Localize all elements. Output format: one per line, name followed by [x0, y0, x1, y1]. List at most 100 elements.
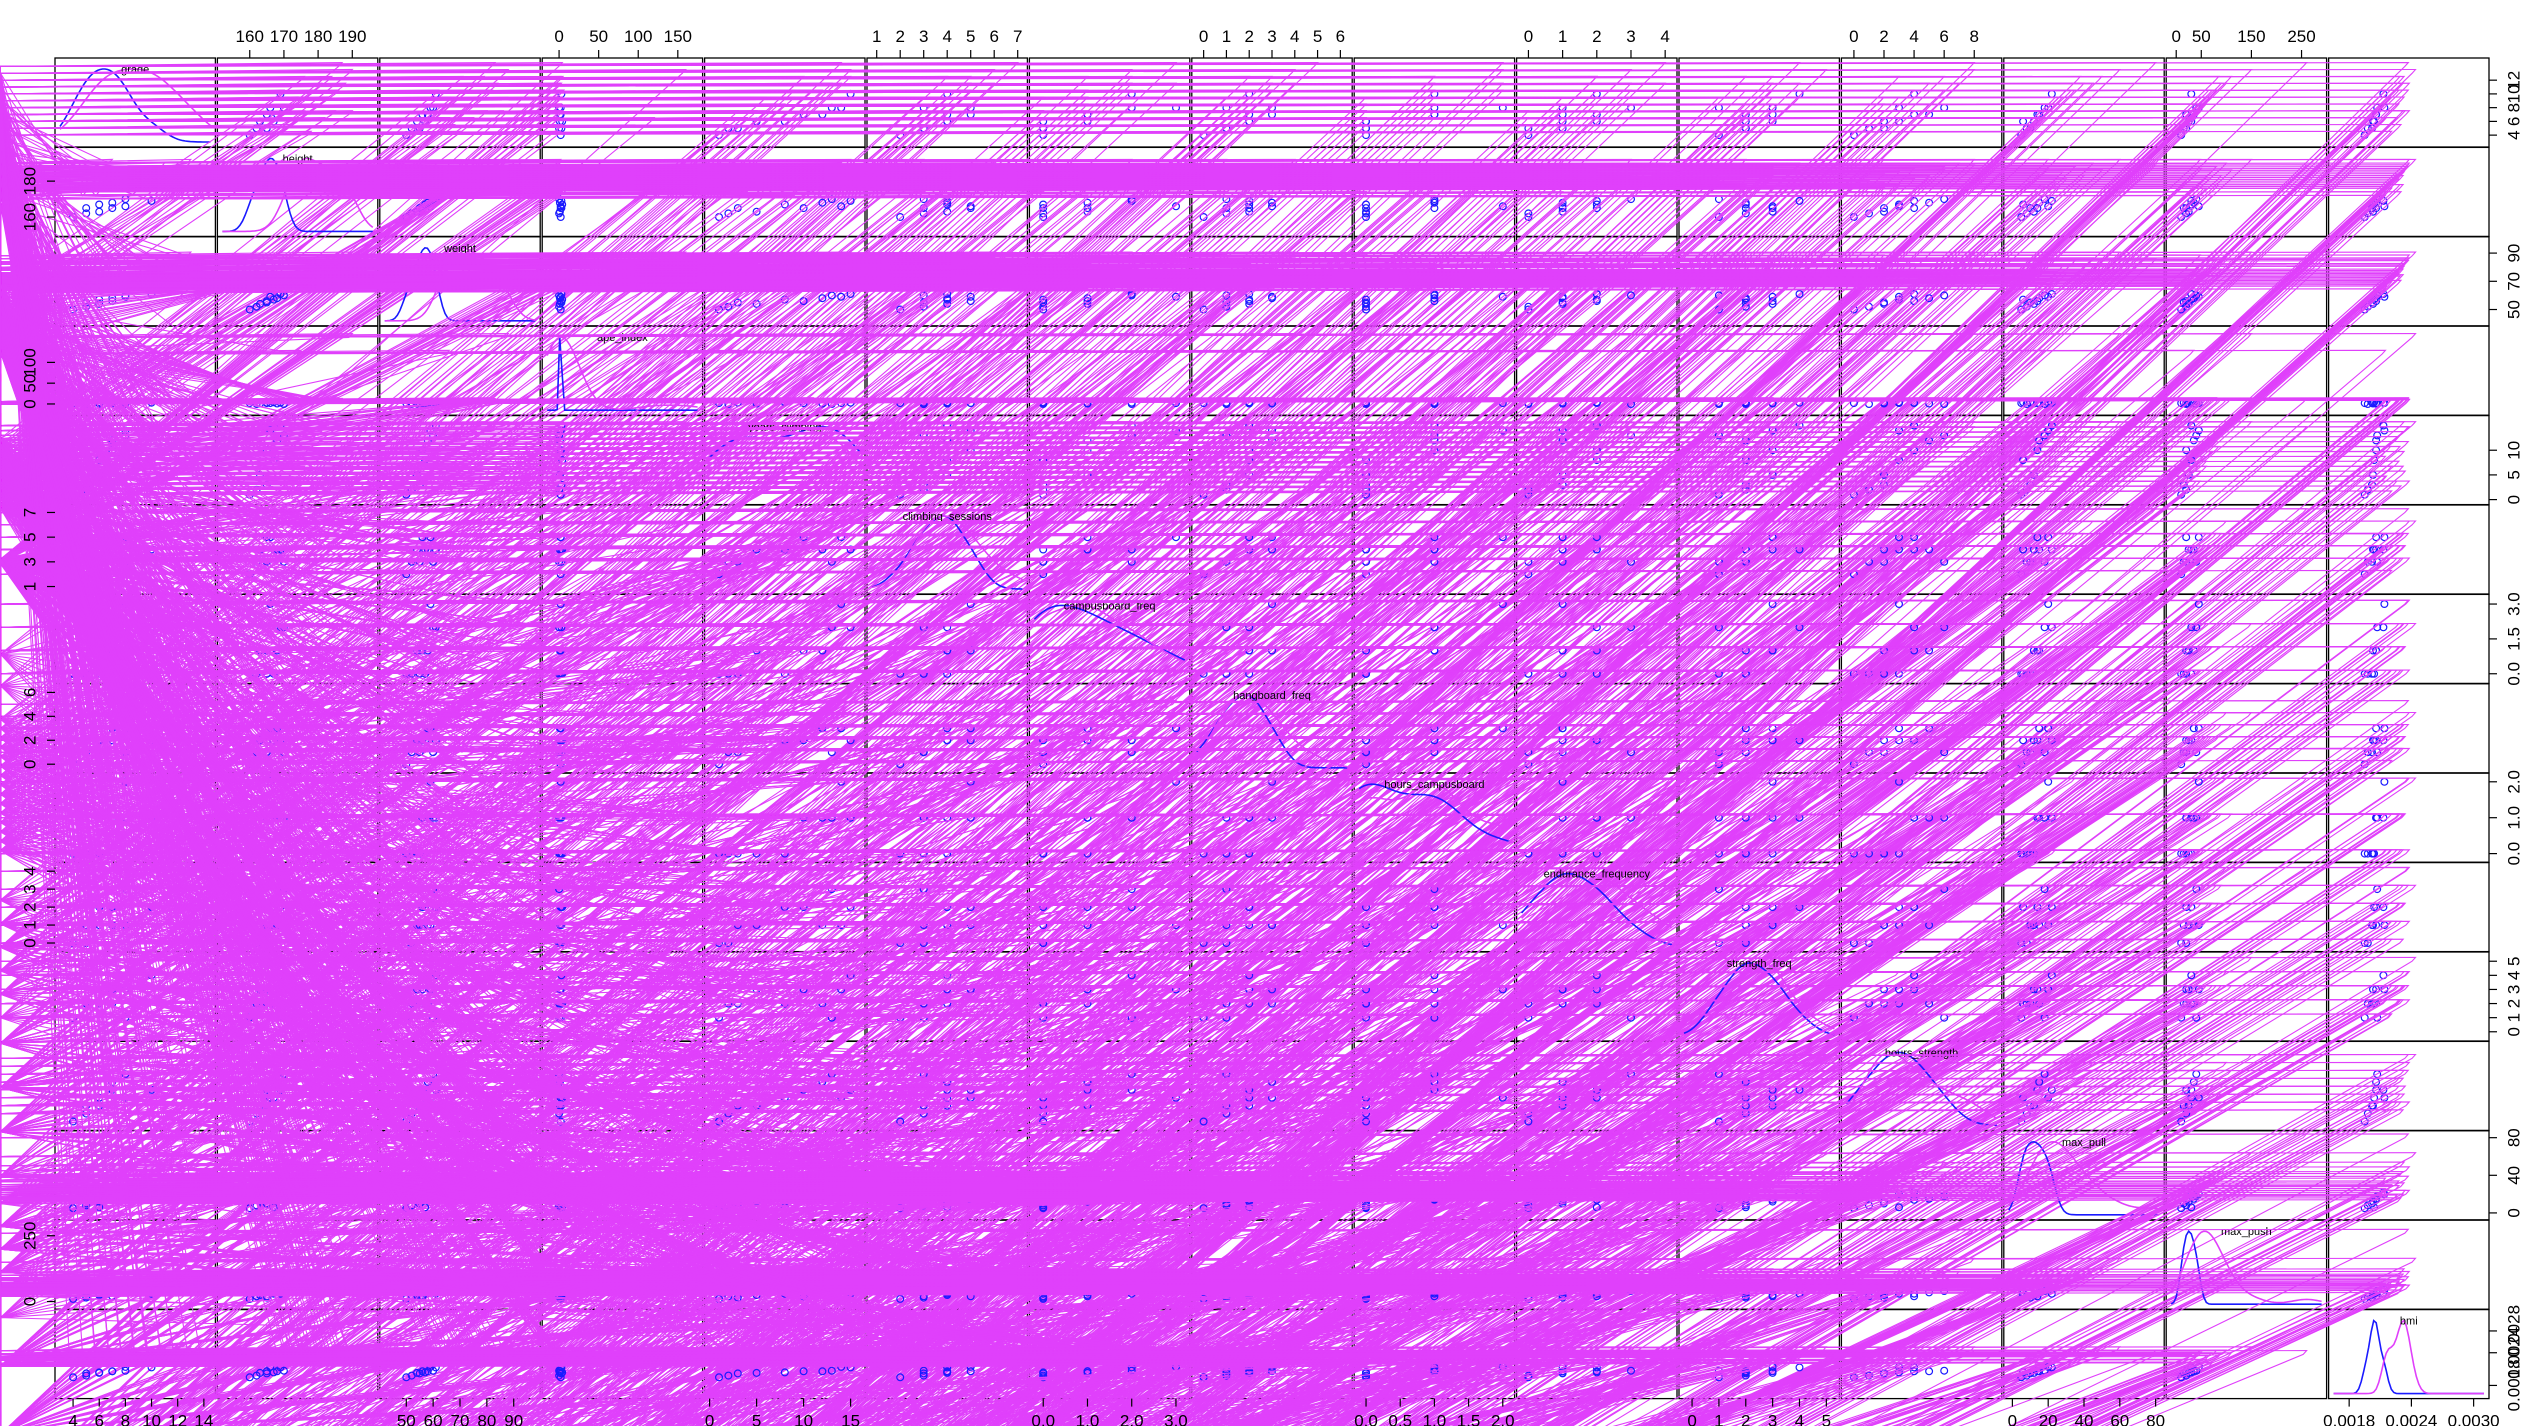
point-grade-bmi-30: [0, 110, 2411, 1426]
point-campusboard_freq-max_pull-7: [2040, 623, 2049, 632]
panel-climbing_sessions-vs-bmi: [2327, 504, 2490, 595]
point-height-max_pull-9: [2047, 196, 2056, 205]
point-grade-bmi-25: [0, 75, 2402, 1426]
point-campusboard_freq-bmi-8: [2380, 599, 2389, 608]
panel-hangboard_freq-vs-bmi: [2327, 683, 2490, 774]
point-height-grade-5: [108, 204, 117, 213]
point-weight-height-3: [256, 299, 265, 308]
point-height-hangboard_freq-8: [1267, 202, 1276, 211]
diag-label-hours_campusboard: hours_campusboard: [1384, 779, 1484, 791]
diag-label-weight: weight: [443, 243, 476, 255]
point-height-bmi-25: [0, 183, 2402, 1426]
point-height-hours_campusboard-8: [1498, 202, 1507, 211]
point-height-ape_index-0: [556, 213, 565, 222]
point-height-strength_freq-1: [1741, 209, 1750, 218]
point-weight-years_climbing-6: [818, 294, 827, 303]
point-grade-bmi-28: [0, 117, 2388, 1426]
point-height-years_climbing-5: [799, 204, 808, 213]
point-height-grade-2: [82, 204, 91, 213]
point-height-hours_campusboard-4: [1361, 200, 1370, 209]
diag-label-endurance_frequency: endurance_frequency: [1544, 869, 1651, 881]
point-weight-hours_campusboard-6: [1430, 294, 1439, 303]
point-grade-max_push-9: [2187, 89, 2196, 98]
point-weight-bmi-31: [0, 288, 2387, 1426]
point-height-bmi-28: [0, 191, 2388, 1426]
point-weight-hours_campusboard-4: [1361, 295, 1370, 304]
density-grade-group-0: [59, 68, 211, 143]
point-height-years_climbing-1: [724, 209, 733, 218]
point-height-campusboard_freq-0: [1039, 213, 1048, 222]
diag-label-height: height: [283, 153, 313, 165]
point-height-ape_index-8: [556, 202, 565, 211]
point-height-bmi-30: [0, 158, 2411, 1426]
point-height-grade-3: [95, 207, 104, 216]
point-height-hours_campusboard-9: [1430, 196, 1439, 205]
point-weight-height-8: [266, 292, 275, 301]
point-hours_campusboard-max_pull-8: [2044, 777, 2053, 786]
point-weight-years_climbing-8: [837, 292, 846, 301]
point-weight-bmi-25: [0, 275, 2402, 1426]
point-height-endurance_frequency-1: [1524, 209, 1533, 218]
point-weight-hours_campusboard-3: [1361, 299, 1370, 308]
point-height-bmi-27: [0, 164, 2410, 1426]
point-height-bmi-29: [0, 187, 2393, 1426]
point-height-campusboard_freq-2: [1039, 204, 1048, 213]
point-weight-bmi-22: [0, 268, 2405, 1426]
point-weight-bmi-26: [0, 251, 2417, 1426]
point-height-campusboard_freq-8: [1171, 202, 1180, 211]
point-grade-bmi-31: [0, 89, 2387, 1426]
point-weight-bmi-15: [0, 274, 2405, 1426]
density-ape_index-group-1: [546, 336, 698, 410]
point-weight-campusboard_freq-2: [1039, 298, 1048, 307]
point-weight-bmi-16: [0, 271, 2401, 1426]
point-height-hours_strength-7: [1940, 195, 1949, 204]
density-weight-group-1: [384, 246, 536, 322]
point-weight-bmi-29: [0, 281, 2393, 1426]
point-height-hours_campusboard-0: [1361, 213, 1370, 222]
point-height-ape_index-3: [555, 207, 564, 216]
point-grade-bmi-23: [0, 82, 2411, 1426]
point-weight-bmi-11: [0, 279, 2403, 1426]
point-weight-bmi-24: [0, 264, 2406, 1426]
point-grade-hours_strength-7: [1940, 103, 1949, 112]
point-height-hours_campusboard-2: [1361, 204, 1370, 213]
point-hangboard_freq-max_pull-4: [2019, 736, 2028, 745]
point-height-years_climbing-6: [818, 198, 827, 207]
diag-label-hangboard_freq: hangboard_freq: [1233, 690, 1311, 702]
point-height-max_pull-5: [2033, 204, 2042, 213]
point-height-years_climbing-3: [752, 207, 761, 216]
density-height-group-0: [222, 157, 373, 233]
point-weight-hangboard_freq-8: [1267, 292, 1276, 301]
point-hangboard_freq-hours_strength-8: [1894, 724, 1903, 733]
point-height-hours_strength-3: [1879, 207, 1888, 216]
point-height-bmi-12: [0, 173, 2399, 1426]
point-climbing_sessions-max_push-5: [2182, 533, 2191, 542]
point-years_climbing-max_push-5: [2182, 446, 2191, 455]
point-weight-years_climbing-7: [827, 291, 836, 300]
point-grade-bmi-26: [0, 68, 2417, 1426]
point-height-strength_freq-2: [1741, 204, 1750, 213]
point-weight-bmi-30: [0, 254, 2411, 1426]
point-height-hangboard_freq-4: [1245, 200, 1254, 209]
point-weight-endurance_frequency-7: [1626, 291, 1635, 300]
point-grade-max_pull-9: [2047, 89, 2056, 98]
panel-grade-vs-max_push: [2165, 57, 2328, 148]
point-hours_campusboard-bmi-8: [2380, 777, 2389, 786]
point-weight-strength_freq-5: [1768, 297, 1777, 306]
point-weight-height-0: [245, 305, 254, 314]
point-weight-climbing_sessions-5: [966, 297, 975, 306]
point-height-hours_strength-2: [1879, 204, 1888, 213]
point-height-bmi-22: [0, 174, 2405, 1426]
point-height-grade-4: [95, 200, 104, 209]
point-height-years_climbing-4: [780, 200, 789, 209]
point-weight-campusboard_freq-4: [1039, 295, 1048, 304]
point-climbing_sessions-max_push-8: [2194, 533, 2203, 542]
point-grade-bmi-10: [0, 130, 2393, 1426]
point-height-bmi-18: [0, 171, 2406, 1426]
point-weight-strength_freq-9: [1795, 290, 1804, 299]
point-grade-bmi-27: [0, 62, 2410, 1426]
point-height-grade-8: [121, 202, 130, 211]
point-height-bmi-31: [0, 194, 2387, 1426]
point-grade-bmi-29: [0, 96, 2393, 1426]
point-grade-max_pull-4: [2019, 117, 2028, 126]
